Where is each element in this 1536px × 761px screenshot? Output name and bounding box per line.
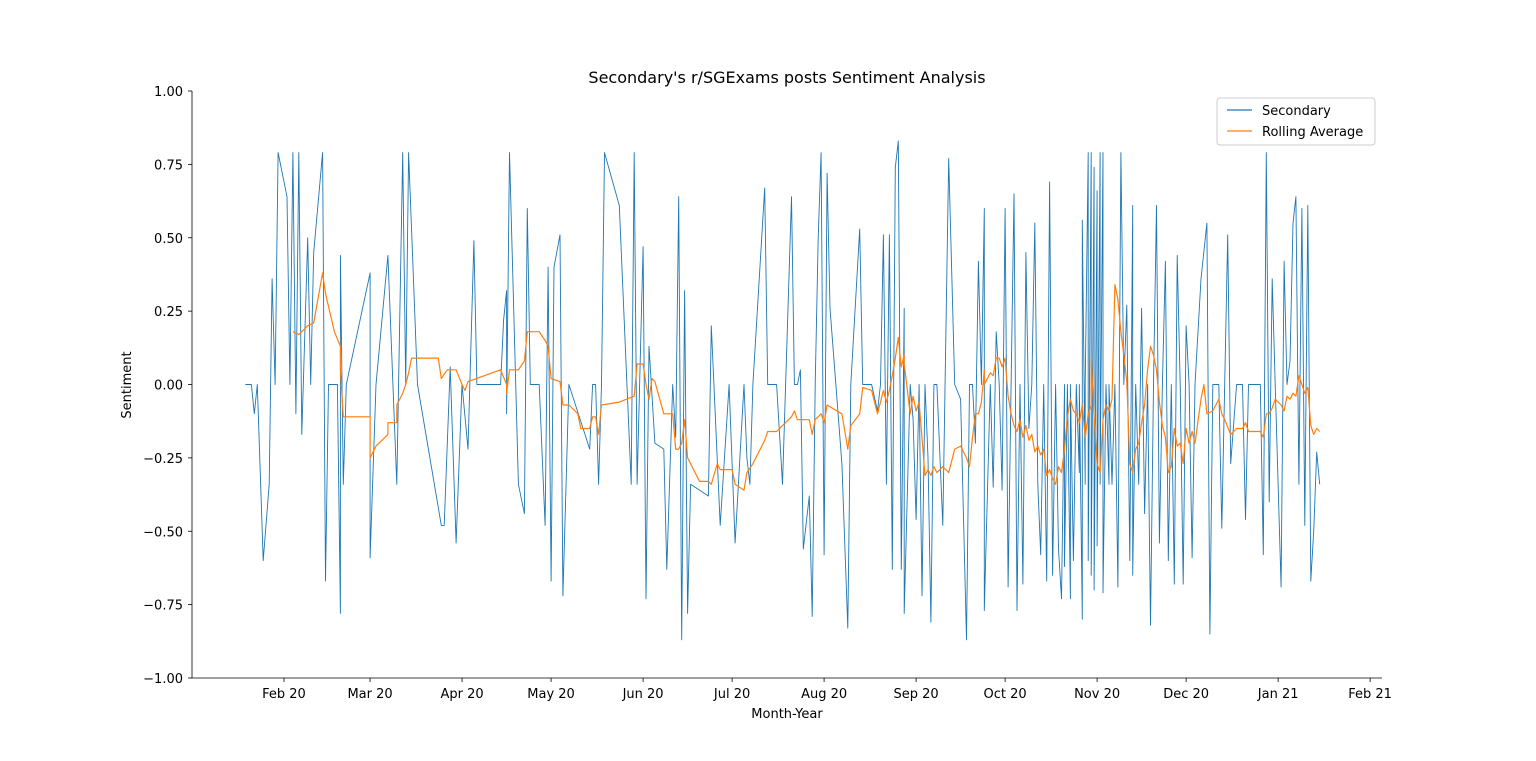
y-tick-label: −0.50 <box>143 525 183 540</box>
y-axis-ticks: 1.00 0.75 0.50 0.25 0.00 −0.25 −0.50 −0.75 −1.00 <box>143 85 192 687</box>
x-tick-label: Mar 20 <box>347 687 392 702</box>
y-tick-label: 0.25 <box>154 305 183 320</box>
y-tick-label: 0.00 <box>154 379 183 394</box>
series-line-rolling-average <box>292 272 1321 491</box>
x-tick-label: Oct 20 <box>984 687 1027 702</box>
x-tick-label: Apr 20 <box>440 687 483 702</box>
y-tick-label: 1.00 <box>154 85 183 100</box>
x-tick-label: Feb 20 <box>262 687 306 702</box>
y-tick-label: −0.75 <box>143 599 183 614</box>
x-tick-label: Jun 20 <box>622 687 664 702</box>
y-axis-title: Sentiment <box>120 351 135 418</box>
x-tick-label: Sep 20 <box>893 687 938 702</box>
x-tick-label: Jan 21 <box>1257 687 1299 702</box>
x-tick-label: Feb 21 <box>1348 687 1392 702</box>
x-axis-title: Month-Year <box>751 707 823 722</box>
x-tick-label: Dec 20 <box>1163 687 1209 702</box>
x-tick-label: Aug 20 <box>801 687 847 702</box>
x-tick-label: May 20 <box>527 687 575 702</box>
y-tick-label: 0.50 <box>154 232 183 247</box>
legend-label-secondary: Secondary <box>1262 104 1331 119</box>
x-axis-ticks: Feb 20 Mar 20 Apr 20 May 20 Jun 20 Jul 20 Aug … <box>262 678 1392 702</box>
x-tick-label: Nov 20 <box>1074 687 1120 702</box>
legend-box <box>1216 97 1376 146</box>
y-tick-label: −0.25 <box>143 452 183 467</box>
series-layer <box>245 140 1321 641</box>
chart-title: Secondary's r/SGExams posts Sentiment An… <box>588 68 985 87</box>
y-tick-label: 0.75 <box>154 158 183 173</box>
legend: Secondary Rolling Average <box>1216 97 1376 146</box>
series-line-secondary <box>245 140 1321 641</box>
y-tick-label: −1.00 <box>143 672 183 687</box>
x-tick-label: Jul 20 <box>713 687 750 702</box>
legend-label-rolling-average: Rolling Average <box>1262 125 1363 140</box>
